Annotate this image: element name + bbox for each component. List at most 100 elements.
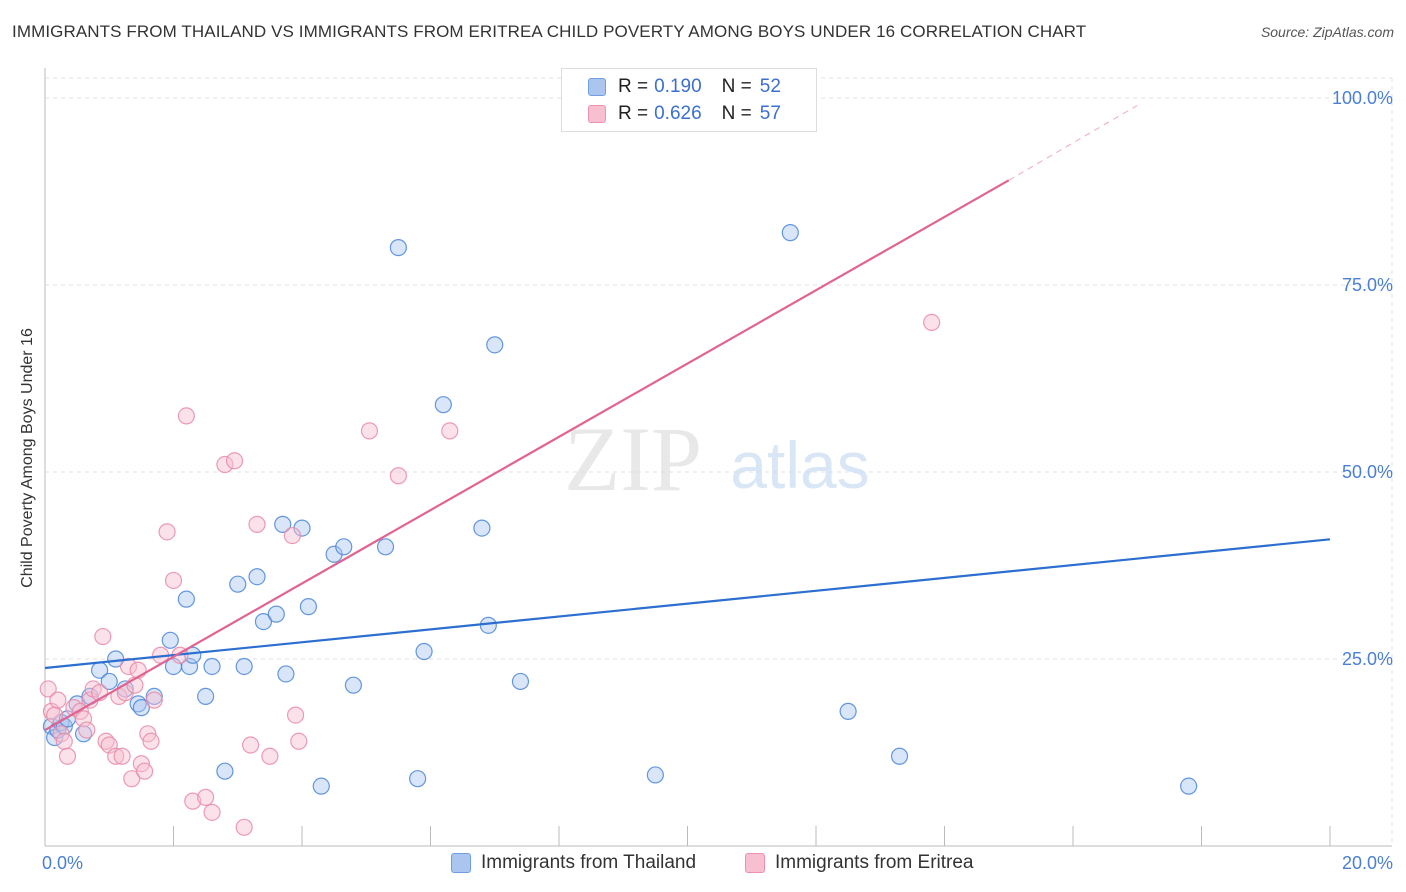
legend-n-label: N = xyxy=(721,103,752,124)
point-thailand xyxy=(376,538,395,556)
point-thailand xyxy=(277,665,295,683)
chart-source: Source: ZipAtlas.com xyxy=(1260,24,1394,40)
series-name-thailand: Immigrants from Thailand xyxy=(481,852,697,873)
watermark: ZIP atlas xyxy=(564,408,870,510)
point-thailand xyxy=(145,687,163,706)
legend-r-label: R = xyxy=(618,76,649,97)
legend-row-thailand: R = 0.190 N = 52 xyxy=(588,75,781,99)
point-eritrea xyxy=(248,515,266,533)
gridlines xyxy=(45,77,1393,846)
watermark-zip: ZIP xyxy=(564,408,702,510)
series-swatch-eritrea xyxy=(745,853,765,873)
y-tick-label: 100.0% xyxy=(1332,88,1393,108)
point-thailand xyxy=(132,699,150,717)
point-thailand xyxy=(473,519,491,537)
series-swatch-thailand xyxy=(451,853,471,873)
point-eritrea xyxy=(49,691,67,709)
legend-swatch-eritrea xyxy=(588,105,606,123)
point-eritrea xyxy=(142,732,160,750)
point-thailand xyxy=(839,702,857,720)
point-eritrea xyxy=(216,455,234,474)
y-tick-label: 50.0% xyxy=(1342,462,1393,482)
point-eritrea xyxy=(119,657,138,676)
point-eritrea xyxy=(225,452,244,470)
point-eritrea xyxy=(177,407,195,425)
point-eritrea xyxy=(78,721,96,739)
point-thailand xyxy=(434,396,452,414)
point-eritrea xyxy=(360,422,379,440)
point-eritrea xyxy=(55,732,73,750)
point-eritrea xyxy=(94,627,112,646)
y-tick-label: 25.0% xyxy=(1342,649,1393,669)
point-eritrea xyxy=(145,691,163,709)
point-eritrea xyxy=(184,792,202,810)
point-thailand xyxy=(177,590,195,608)
x-tick-label: 0.0% xyxy=(42,853,83,873)
point-eritrea xyxy=(58,747,77,765)
point-thailand xyxy=(409,770,427,788)
point-eritrea xyxy=(74,710,93,728)
point-thailand xyxy=(235,657,253,676)
point-thailand xyxy=(180,657,199,676)
point-thailand xyxy=(267,605,285,623)
point-thailand xyxy=(646,766,664,784)
trend-line-eritrea-extension xyxy=(1008,104,1138,181)
point-thailand xyxy=(254,612,273,631)
point-thailand xyxy=(486,336,504,354)
legend-r-value: 0.190 xyxy=(654,76,702,97)
legend-row-eritrea: R = 0.626 N = 57 xyxy=(588,102,781,126)
point-eritrea xyxy=(261,747,279,765)
point-thailand xyxy=(781,224,799,242)
point-eritrea xyxy=(290,732,308,750)
point-eritrea xyxy=(123,770,141,788)
point-eritrea xyxy=(203,803,221,821)
legend-r-label: R = xyxy=(618,103,649,124)
legend-swatch-thailand xyxy=(588,78,606,96)
point-eritrea xyxy=(235,818,253,836)
point-thailand xyxy=(229,575,247,593)
data-points xyxy=(39,224,1198,836)
trend-line-eritrea xyxy=(44,179,1010,732)
point-thailand xyxy=(389,239,407,257)
point-eritrea xyxy=(158,523,176,541)
trend-lines xyxy=(44,104,1331,732)
point-thailand xyxy=(335,538,353,556)
legend-n-value: 57 xyxy=(759,103,781,124)
point-thailand xyxy=(344,676,362,694)
point-eritrea xyxy=(135,762,154,780)
point-eritrea xyxy=(923,313,941,331)
legend: R = 0.190 N = 52 R = 0.626 N = 57 xyxy=(561,68,817,132)
point-thailand xyxy=(312,777,330,795)
point-thailand xyxy=(299,598,318,616)
point-eritrea xyxy=(242,736,260,754)
point-eritrea xyxy=(286,706,305,724)
point-thailand xyxy=(184,646,202,664)
point-thailand xyxy=(161,631,179,649)
point-eritrea xyxy=(389,467,407,485)
y-tick-label: 75.0% xyxy=(1342,275,1393,295)
point-thailand xyxy=(248,568,266,586)
point-thailand xyxy=(479,616,497,634)
point-eritrea xyxy=(39,680,57,698)
series-legend-eritrea: Immigrants from Eritrea xyxy=(745,852,973,874)
point-thailand xyxy=(216,762,234,780)
legend-r-value: 0.626 xyxy=(654,103,702,124)
point-thailand xyxy=(511,672,530,691)
point-thailand xyxy=(203,657,221,676)
point-thailand xyxy=(100,672,118,691)
point-eritrea xyxy=(107,747,125,765)
point-eritrea xyxy=(164,571,183,590)
series-legend-thailand: Immigrants from Thailand xyxy=(451,852,696,874)
point-thailand xyxy=(890,747,909,765)
series-name-eritrea: Immigrants from Eritrea xyxy=(775,852,974,873)
chart-title: IMMIGRANTS FROM THAILAND VS IMMIGRANTS F… xyxy=(12,22,1087,41)
axes xyxy=(44,68,1392,847)
point-thailand xyxy=(1180,777,1198,795)
series-legend: Immigrants from Thailand Immigrants from… xyxy=(0,852,1406,876)
tick-labels: 25.0% 50.0% 75.0% 100.0% 0.0% 20.0% xyxy=(42,88,1393,873)
point-eritrea xyxy=(113,747,131,765)
point-thailand xyxy=(415,642,433,661)
point-eritrea xyxy=(197,788,215,806)
trend-line-thailand xyxy=(44,538,1331,670)
